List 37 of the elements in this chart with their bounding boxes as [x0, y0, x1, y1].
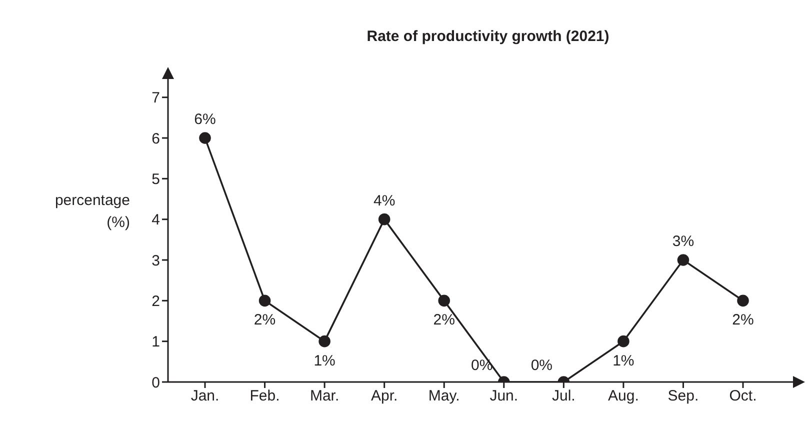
- chart-title: Rate of productivity growth (2021): [366, 28, 610, 45]
- y-tick-label: 3: [152, 252, 160, 270]
- point: [318, 335, 330, 348]
- data-label: 1%: [612, 352, 634, 370]
- point: [258, 294, 271, 307]
- y-tick-label: 0: [152, 374, 160, 392]
- point: [737, 294, 749, 307]
- data-label: 4%: [373, 192, 396, 210]
- x-tick-label: Aug.: [608, 388, 639, 405]
- x-tick-label: Jan.: [190, 388, 220, 405]
- point: [378, 213, 390, 226]
- data-label: 6%: [194, 111, 216, 128]
- y-tick-label: 5: [152, 170, 160, 188]
- x-tick-label: Mar.: [310, 388, 340, 405]
- x-tick-label: Oct.: [729, 388, 757, 405]
- y-tick-label: 2: [152, 292, 160, 310]
- data-label: 0%: [530, 357, 553, 374]
- x-tick-label: Jun.: [490, 388, 518, 405]
- y-tick-label: 6: [152, 130, 160, 148]
- data-label: 2%: [433, 312, 455, 329]
- point: [199, 132, 211, 144]
- x-tick-label: Jul.: [552, 388, 576, 405]
- y-axis-title: percentage (%): [54, 191, 130, 233]
- data-label: 3%: [672, 233, 694, 250]
- x-tick-label: Feb.: [250, 388, 280, 405]
- y-tick-label: 1: [152, 334, 160, 351]
- data-label: 2%: [732, 312, 754, 329]
- x-tick-label: Apr.: [370, 388, 398, 405]
- x-tick-label: May.: [428, 388, 460, 405]
- y-tick-label: 7: [152, 90, 160, 107]
- data-label: 2%: [254, 312, 276, 329]
- x-tick-label: Sep.: [668, 388, 699, 405]
- y-tick-label: 4: [152, 212, 160, 229]
- point: [438, 294, 450, 307]
- data-label: 1%: [314, 352, 336, 370]
- point: [677, 254, 690, 266]
- point: [618, 335, 630, 348]
